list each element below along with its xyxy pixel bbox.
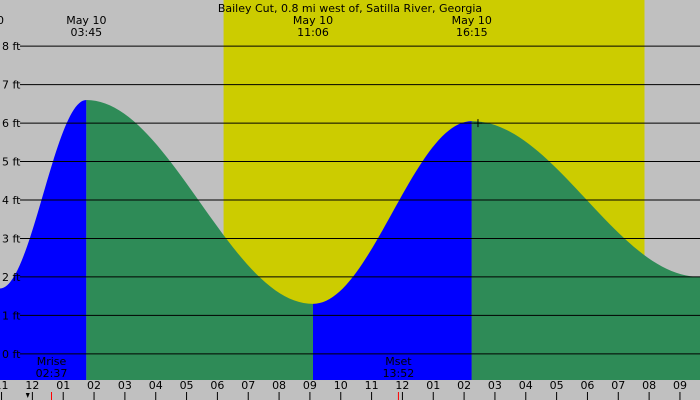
extreme-date-label: May 10 bbox=[293, 14, 333, 27]
extreme-time-label: 03:45 bbox=[70, 26, 102, 39]
moon-event-label: Mset bbox=[385, 355, 412, 368]
y-tick-label: 2 ft bbox=[2, 271, 21, 284]
y-tick-label: 3 ft bbox=[2, 232, 21, 245]
x-tick-label: 06 bbox=[580, 379, 594, 392]
gridlines: 0 ft 1 ft 2 ft 3 ft 4 ft 5 ft 6 ft 7 ft 8 ft bbox=[2, 40, 700, 361]
y-tick-label: 1 ft bbox=[2, 309, 21, 322]
x-tick-label: 11 bbox=[365, 379, 379, 392]
x-tick-label: 02 bbox=[87, 379, 101, 392]
x-tick-label: 03 bbox=[488, 379, 502, 392]
sunrise-arrow-marker bbox=[25, 393, 30, 398]
x-tick-label: 07 bbox=[241, 379, 255, 392]
x-tick-label: 01 bbox=[56, 379, 70, 392]
x-tick-label: 05 bbox=[180, 379, 194, 392]
x-tick-label: 11 bbox=[0, 379, 9, 392]
moon-event-time: 02:37 bbox=[36, 367, 68, 380]
extreme-date-label: May 10 bbox=[66, 14, 106, 27]
y-tick-label: 4 ft bbox=[2, 194, 21, 207]
y-tick-label: 7 ft bbox=[2, 79, 21, 92]
y-tick-label: 6 ft bbox=[2, 117, 21, 130]
x-tick-label: 04 bbox=[519, 379, 533, 392]
cross-marker bbox=[473, 119, 482, 128]
x-tick-label: 09 bbox=[673, 379, 687, 392]
y-tick-label: 8 ft bbox=[2, 40, 21, 53]
y-tick-label: 5 ft bbox=[2, 156, 21, 169]
moon-event-label: Mrise bbox=[37, 355, 67, 368]
y-tick-label: 0 ft bbox=[2, 348, 21, 361]
x-axis: 11 12 01 02 03 04 05 06 07 08 09 10 11 12 01 02 03 04 05 06… bbox=[0, 379, 687, 400]
extreme-time-label: 11:06 bbox=[297, 26, 329, 39]
x-tick-label: 10 bbox=[334, 379, 348, 392]
extreme-date-label: May 10 bbox=[452, 14, 492, 27]
x-tick-label: 12 bbox=[395, 379, 409, 392]
x-tick-label: 02 bbox=[457, 379, 471, 392]
x-tick-label: 12 bbox=[25, 379, 39, 392]
x-tick-label: 01 bbox=[426, 379, 440, 392]
x-tick-label: 08 bbox=[272, 379, 286, 392]
x-tick-label: 05 bbox=[550, 379, 564, 392]
top-left-date-fragment: 0 bbox=[0, 14, 4, 27]
x-tick-label: 09 bbox=[303, 379, 317, 392]
x-tick-label: 04 bbox=[149, 379, 163, 392]
falling-tide-segment bbox=[86, 100, 313, 380]
chart-title: Bailey Cut, 0.8 mi west of, Satilla Rive… bbox=[218, 2, 482, 15]
extreme-time-label: 16:15 bbox=[456, 26, 488, 39]
x-tick-label: 03 bbox=[118, 379, 132, 392]
rising-tide-segment bbox=[0, 100, 87, 380]
x-tick-label: 08 bbox=[642, 379, 656, 392]
x-tick-label: 07 bbox=[611, 379, 625, 392]
moon-event-time: 13:52 bbox=[383, 367, 415, 380]
x-tick-label: 06 bbox=[210, 379, 224, 392]
